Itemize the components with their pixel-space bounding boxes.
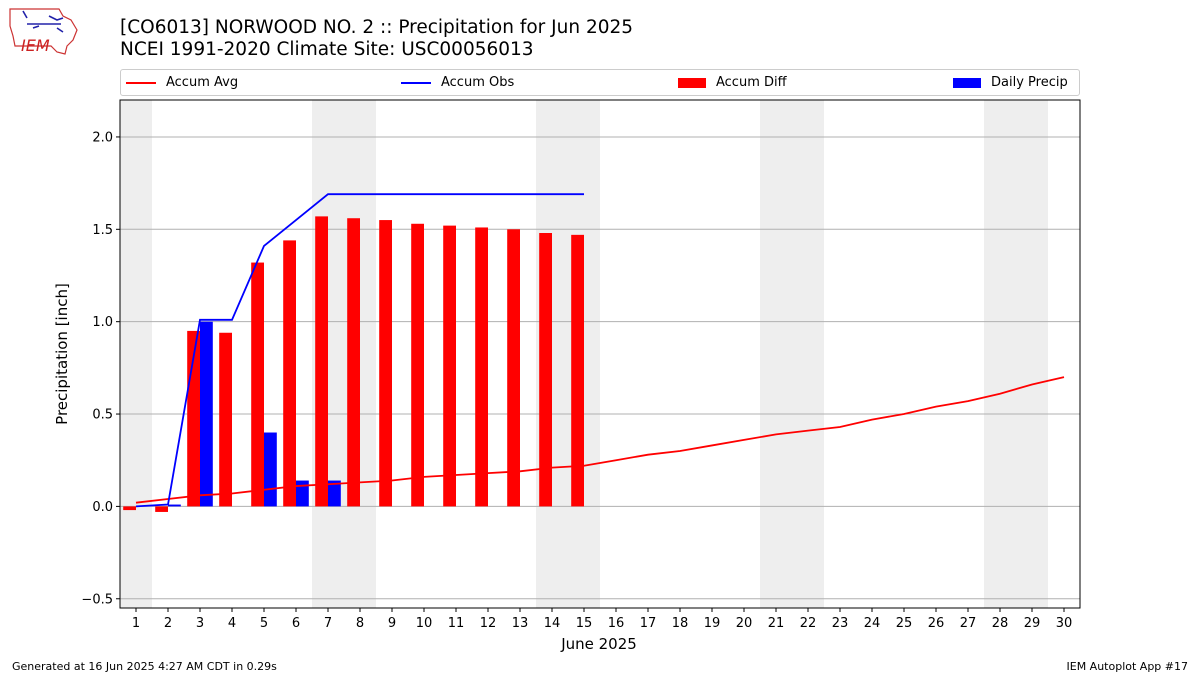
x-tick-label-4: 4 — [228, 616, 236, 631]
x-tick-label-3: 3 — [196, 616, 204, 631]
y-tick-label-1: 0.0 — [92, 500, 113, 515]
x-tick-label-22: 22 — [800, 616, 817, 631]
daily-precip-bar-2 — [168, 504, 181, 507]
legend-swatch-accum-obs — [401, 81, 431, 84]
legend-swatch-accum-avg — [126, 81, 156, 84]
legend: Accum Avg Accum Obs Accum Diff Daily Pre… — [120, 69, 1080, 96]
x-tick-label-26: 26 — [928, 616, 945, 631]
footer-app: IEM Autoplot App #17 — [1066, 660, 1189, 673]
chart-subtitle: NCEI 1991-2020 Climate Site: USC00056013 — [120, 39, 534, 60]
x-tick-label-7: 7 — [324, 616, 332, 631]
legend-item-accum-diff: Accum Diff — [678, 70, 787, 95]
legend-item-daily-precip: Daily Precip — [953, 70, 1068, 95]
x-tick-label-14: 14 — [544, 616, 561, 631]
footer-generated: Generated at 16 Jun 2025 4:27 AM CDT in … — [12, 660, 277, 673]
x-tick-label-6: 6 — [292, 616, 300, 631]
accum-diff-bar-2 — [155, 506, 168, 512]
weekend-band-21 — [760, 100, 792, 608]
daily-precip-bar-3 — [200, 321, 213, 507]
accum-diff-bar-7 — [315, 216, 328, 507]
x-tick-label-11: 11 — [448, 616, 465, 631]
weekend-band-29 — [1016, 100, 1048, 608]
logo-text: IEM — [21, 36, 50, 55]
x-tick-label-2: 2 — [164, 616, 172, 631]
x-tick-label-19: 19 — [704, 616, 721, 631]
y-tick-label-3: 1.0 — [92, 315, 113, 330]
y-tick-label-0: −0.5 — [81, 592, 113, 607]
x-tick-label-24: 24 — [864, 616, 881, 631]
x-tick-label-27: 27 — [960, 616, 977, 631]
x-tick-label-16: 16 — [608, 616, 625, 631]
weekend-band-28 — [984, 100, 1016, 608]
x-tick-label-28: 28 — [992, 616, 1009, 631]
accum-diff-bar-6 — [283, 240, 296, 507]
x-tick-label-8: 8 — [356, 616, 364, 631]
accum-diff-bar-12 — [475, 227, 488, 507]
daily-precip-bar-6 — [296, 480, 309, 507]
x-tick-label-12: 12 — [480, 616, 497, 631]
legend-item-accum-obs: Accum Obs — [401, 70, 514, 95]
y-axis-label: Precipitation [inch] — [53, 283, 71, 425]
x-tick-label-15: 15 — [576, 616, 593, 631]
x-tick-label-9: 9 — [388, 616, 396, 631]
y-tick-label-4: 1.5 — [92, 223, 113, 238]
accum-obs-line — [135, 193, 584, 508]
x-tick-label-13: 13 — [512, 616, 529, 631]
legend-item-accum-avg: Accum Avg — [126, 70, 238, 95]
x-tick-label-25: 25 — [896, 616, 913, 631]
y-tick-label-5: 2.0 — [92, 130, 113, 145]
accum-avg-line — [135, 376, 1065, 504]
accum-diff-bar-10 — [411, 223, 424, 507]
iem-logo: IEM — [9, 8, 78, 55]
accum-diff-bar-15 — [571, 234, 584, 507]
accum-diff-bar-5 — [251, 262, 264, 507]
x-tick-label-29: 29 — [1024, 616, 1041, 631]
x-tick-label-20: 20 — [736, 616, 753, 631]
x-tick-label-23: 23 — [832, 616, 849, 631]
chart-title: [CO6013] NORWOOD NO. 2 :: Precipitation … — [120, 17, 634, 38]
accum-diff-bar-4 — [219, 332, 232, 507]
x-tick-label-10: 10 — [416, 616, 433, 631]
weekend-band-1 — [120, 100, 152, 608]
accum-diff-bar-9 — [379, 220, 392, 507]
legend-label-daily-precip: Daily Precip — [991, 75, 1068, 90]
x-tick-label-21: 21 — [768, 616, 785, 631]
daily-precip-bar-7 — [328, 480, 341, 507]
legend-label-accum-obs: Accum Obs — [441, 75, 515, 90]
legend-swatch-accum-diff — [678, 77, 706, 88]
x-tick-label-1: 1 — [132, 616, 140, 631]
accum-diff-bar-13 — [507, 229, 520, 507]
legend-label-accum-avg: Accum Avg — [166, 75, 239, 90]
accum-diff-bar-1 — [123, 506, 136, 511]
legend-label-accum-diff: Accum Diff — [716, 75, 787, 90]
daily-precip-bar-5 — [264, 432, 277, 507]
accum-diff-bar-14 — [539, 233, 552, 507]
accum-diff-bar-8 — [347, 218, 360, 507]
accum-diff-bar-11 — [443, 225, 456, 507]
x-axis-label: June 2025 — [560, 635, 637, 653]
x-tick-label-30: 30 — [1056, 616, 1073, 631]
x-tick-label-5: 5 — [260, 616, 268, 631]
weekend-band-22 — [792, 100, 824, 608]
y-tick-label-2: 0.5 — [92, 408, 113, 423]
legend-swatch-daily-precip — [953, 77, 981, 88]
plot-area-frame — [119, 99, 1081, 609]
x-tick-label-18: 18 — [672, 616, 689, 631]
x-tick-label-17: 17 — [640, 616, 657, 631]
